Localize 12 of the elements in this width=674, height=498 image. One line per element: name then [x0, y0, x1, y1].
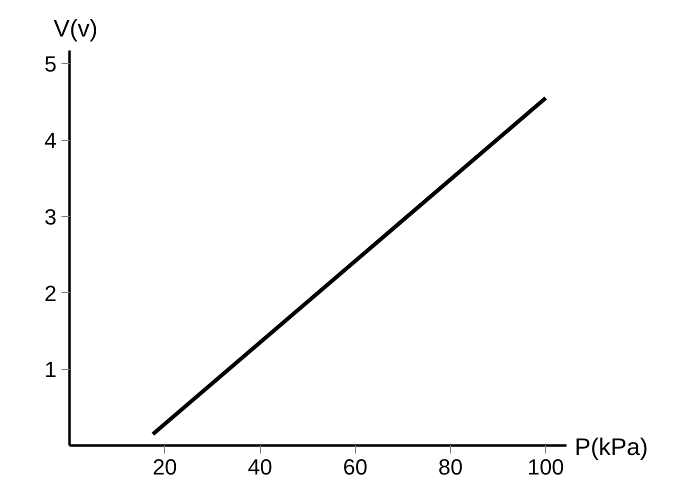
x-tick-label: 20 — [152, 454, 178, 480]
y-axis-title: V(v) — [54, 16, 98, 43]
x-tick-label: 80 — [438, 454, 463, 480]
y-tick-label: 1 — [44, 357, 57, 382]
y-tick-label: 3 — [44, 204, 57, 230]
y-tick-label: 5 — [44, 52, 57, 77]
x-tick-label: 40 — [248, 454, 272, 480]
x-tick-label: 100 — [527, 454, 564, 480]
y-tick-label: 2 — [44, 280, 57, 306]
x-tick-label: 60 — [343, 454, 368, 480]
x-axis-title: P(kPa) — [574, 434, 648, 462]
y-tick-label: 4 — [44, 128, 57, 154]
